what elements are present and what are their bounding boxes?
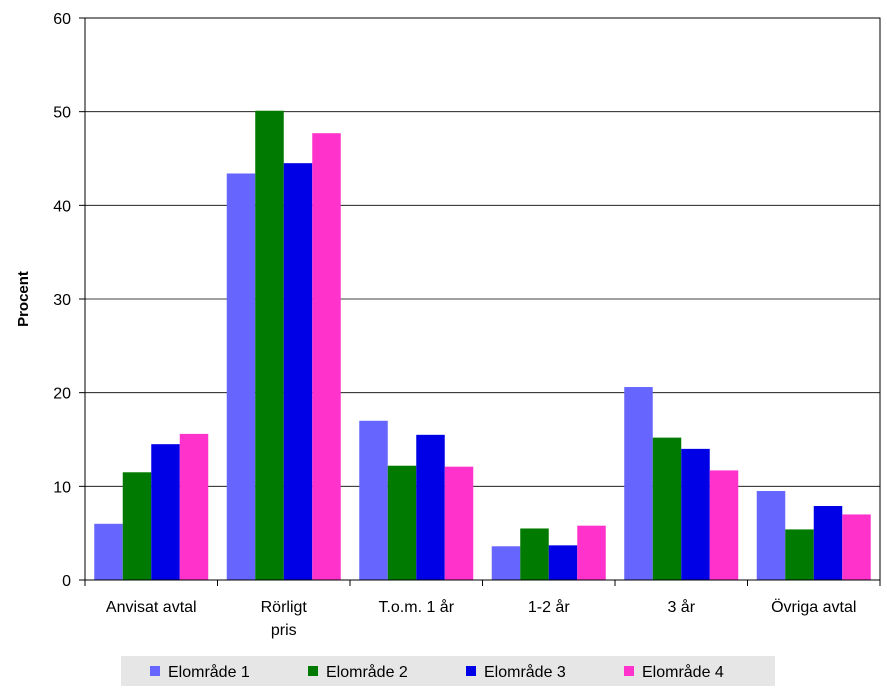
bar xyxy=(520,528,549,580)
bar xyxy=(813,506,843,580)
bar xyxy=(491,546,521,580)
axes xyxy=(79,17,881,586)
bar xyxy=(577,525,606,580)
legend-swatch xyxy=(150,666,160,676)
bar xyxy=(359,420,388,580)
bar xyxy=(255,110,284,580)
x-category-label: Övriga avtal xyxy=(771,598,856,616)
bar xyxy=(548,545,578,580)
legend-label: Elområde 1 xyxy=(168,663,250,681)
x-category-label: 3 år xyxy=(667,598,695,616)
x-category-label: T.o.m. 1 år xyxy=(378,598,454,616)
legend: Elområde 1 Elområde 2 Elområde 3 Elområde 4 xyxy=(121,656,775,686)
bar xyxy=(842,514,871,580)
y-tick-label: 0 xyxy=(62,573,71,590)
y-axis-title: Procent xyxy=(15,271,32,327)
y-tick-label: 10 xyxy=(53,479,71,496)
legend-swatch xyxy=(308,666,318,676)
bar xyxy=(785,529,814,580)
bar xyxy=(122,472,152,580)
bar xyxy=(681,448,710,580)
bar xyxy=(283,163,313,580)
bar xyxy=(226,173,256,580)
y-tick-label: 20 xyxy=(53,386,71,403)
x-category-label: Anvisat avtal xyxy=(106,599,197,616)
bar xyxy=(151,444,180,580)
legend-swatch xyxy=(624,666,634,676)
legend-label: Elområde 3 xyxy=(484,663,566,681)
x-category-label: Rörligt xyxy=(261,599,308,616)
legend-box xyxy=(121,656,775,686)
grid-lines xyxy=(85,17,880,487)
bar xyxy=(312,133,341,580)
y-tick-labels: 0 10 20 30 40 50 60 xyxy=(53,11,71,590)
bar xyxy=(709,470,739,580)
bar xyxy=(624,387,653,580)
legend-label: Elområde 4 xyxy=(642,663,724,681)
y-tick-label: 50 xyxy=(53,105,71,122)
x-category-label: 1-2 år xyxy=(528,598,570,616)
y-tick-label: 40 xyxy=(53,198,71,215)
y-tick-label: 30 xyxy=(53,292,71,309)
x-category-label: pris xyxy=(271,622,297,639)
bar xyxy=(756,491,786,580)
bar xyxy=(179,433,209,580)
bar xyxy=(416,434,445,580)
x-category-labels: Anvisat avtal Rörligt pris T.o.m. 1 år 1-2 å… xyxy=(106,598,857,639)
bar xyxy=(444,466,474,580)
bar xyxy=(94,523,123,580)
bar xyxy=(387,465,417,580)
bars xyxy=(94,110,871,580)
bar xyxy=(652,437,682,580)
y-tick-label: 60 xyxy=(53,11,71,28)
legend-label: Elområde 2 xyxy=(326,663,408,681)
legend-swatch xyxy=(466,666,476,676)
